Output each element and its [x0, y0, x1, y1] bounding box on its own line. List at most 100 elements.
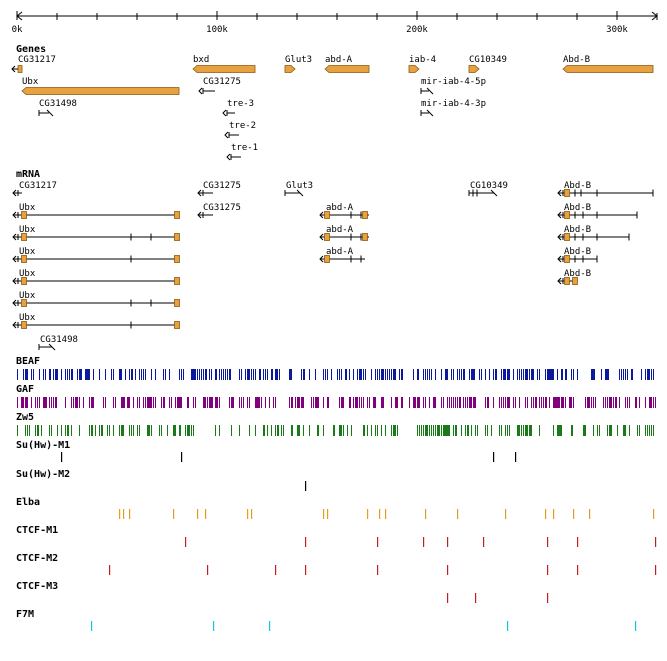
binding-site-mark — [375, 397, 376, 408]
mrna-exon-box — [564, 211, 570, 219]
binding-site-mark — [115, 397, 116, 408]
gene-feature: Glut3 — [284, 55, 312, 73]
binding-site-mark — [89, 397, 90, 408]
binding-site-mark — [89, 425, 90, 436]
binding-site-mark — [391, 369, 392, 380]
binding-site-mark — [45, 369, 46, 380]
binding-site-mark — [193, 425, 194, 436]
binding-site-mark — [527, 397, 528, 408]
gene-feature: CG31498 — [38, 99, 77, 117]
binding-site-mark — [573, 369, 574, 380]
binding-site-mark — [133, 425, 134, 436]
binding-site-mark — [453, 369, 454, 380]
binding-site-mark — [583, 425, 585, 436]
binding-site-mark — [425, 397, 426, 408]
binding-site-mark — [647, 369, 649, 380]
binding-site-mark — [197, 369, 198, 380]
binding-site-mark — [561, 425, 562, 436]
binding-site-mark — [449, 397, 450, 408]
binding-site-mark — [305, 537, 307, 547]
binding-site-mark — [31, 397, 32, 408]
mrna-label: Abd-B — [564, 181, 591, 191]
binding-site-mark — [401, 397, 403, 408]
binding-site-mark — [289, 397, 290, 408]
binding-site-mark — [513, 397, 514, 408]
binding-site-mark — [145, 397, 146, 408]
track-label: Elba — [16, 497, 40, 508]
binding-site-mark — [529, 425, 531, 436]
binding-site-mark — [255, 425, 256, 436]
binding-site-mark — [339, 397, 340, 408]
binding-site-mark — [275, 397, 276, 408]
binding-site-mark — [333, 425, 335, 436]
gene-label: Abd-B — [563, 55, 590, 65]
binding-site-mark — [531, 369, 533, 380]
track-label: F7M — [16, 609, 34, 620]
binding-site-mark — [83, 397, 84, 408]
gene-label: iab-4 — [409, 55, 436, 65]
binding-site-mark — [577, 537, 579, 547]
mrna-feature: Glut3 — [284, 181, 313, 197]
binding-site-mark — [255, 397, 257, 408]
binding-site-mark — [441, 425, 442, 436]
binding-site-mark — [635, 397, 637, 408]
binding-site-mark — [345, 369, 347, 380]
gene-feature: mir-iab-4-5p — [420, 77, 486, 95]
binding-site-mark — [363, 425, 365, 436]
strand-arrow-icon — [12, 299, 17, 307]
binding-site-mark — [397, 425, 398, 436]
binding-site-mark — [281, 425, 282, 436]
binding-site-mark — [625, 425, 626, 436]
binding-site-mark — [89, 369, 90, 380]
binding-site-mark — [501, 397, 502, 408]
binding-site-mark — [67, 369, 68, 380]
strand-arrow-icon — [222, 109, 227, 117]
gene-feature: iab-4 — [408, 55, 436, 73]
binding-site-mark — [91, 621, 93, 631]
binding-site-mark — [599, 425, 600, 436]
binding-site-mark — [259, 369, 261, 380]
binding-site-mark — [363, 369, 364, 380]
binding-site-mark — [151, 425, 152, 436]
mrna-exon-box — [324, 255, 330, 263]
mrna-exon-box — [21, 233, 27, 241]
binding-site-mark — [625, 369, 626, 380]
binding-site-mark — [109, 565, 111, 575]
binding-site-mark — [37, 425, 39, 436]
binding-site-mark — [479, 369, 480, 380]
binding-site-mark — [239, 425, 240, 436]
gene-feature: CG10349 — [468, 55, 507, 73]
strand-arrow-icon — [557, 211, 562, 219]
binding-site-mark — [33, 369, 34, 380]
gene-feature: CG31217 — [11, 55, 56, 73]
binding-site-mark — [167, 425, 168, 436]
binding-site-mark — [459, 369, 460, 380]
binding-site-mark — [513, 369, 514, 380]
binding-site-mark — [381, 369, 383, 380]
binding-site-mark — [85, 369, 87, 380]
binding-site-mark — [489, 369, 490, 380]
binding-site-mark — [469, 397, 471, 408]
binding-site-mark — [35, 425, 36, 436]
binding-site-mark — [255, 369, 256, 380]
gene-feature: Ubx — [21, 77, 180, 95]
binding-site-mark — [549, 369, 551, 380]
binding-site-mark — [219, 425, 220, 436]
gene-feature: bxd — [192, 55, 256, 73]
mrna-exon-box — [362, 233, 368, 241]
binding-site-mark — [535, 397, 537, 408]
binding-site-mark — [299, 397, 300, 408]
binding-site-mark — [201, 369, 202, 380]
binding-site-mark — [571, 425, 573, 436]
binding-site-mark — [343, 425, 344, 436]
binding-site-mark — [623, 369, 624, 380]
binding-site-mark — [61, 369, 62, 380]
strand-arrow-icon — [11, 65, 16, 73]
binding-track: Su(Hw)-M1 — [16, 440, 517, 462]
mrna-exon-box — [174, 233, 180, 241]
binding-site-mark — [517, 425, 519, 436]
binding-site-mark — [607, 425, 608, 436]
binding-site-mark — [465, 397, 466, 408]
mrna-label: Ubx — [19, 313, 36, 323]
mrna-feature: Ubx — [12, 203, 180, 219]
